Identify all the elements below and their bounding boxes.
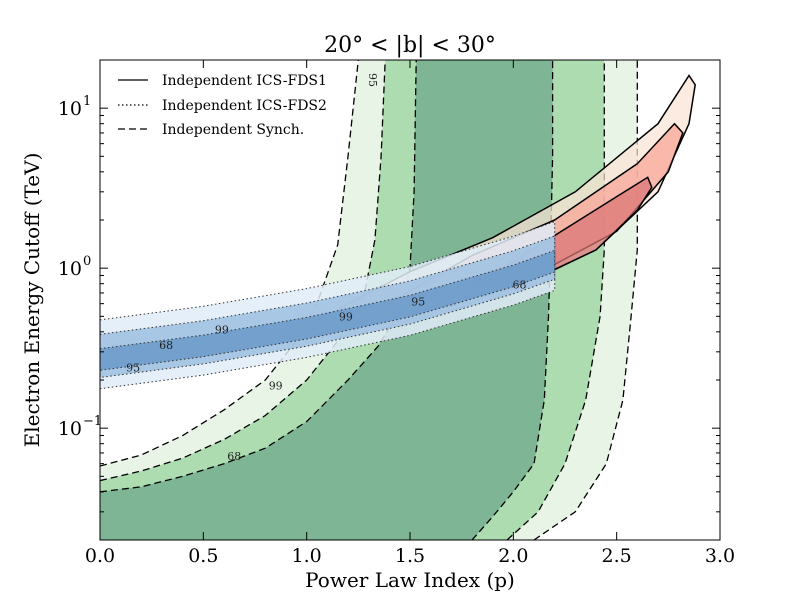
synch-label-68: 68: [227, 450, 241, 463]
synch-contour-left-68: [100, 60, 417, 493]
legend-label-fds2: Independent ICS-FDS2: [162, 98, 327, 114]
x-tick-label: 0.5: [188, 545, 218, 567]
y-tick-label: 10: [58, 258, 82, 280]
synch-label-99: 99: [269, 379, 283, 392]
contour-labels: 99 68 95 95 68 99 99 68 95: [126, 73, 526, 463]
fds2-label-99-upper: 99: [339, 310, 353, 323]
x-tick-label: 1.5: [395, 545, 425, 567]
x-tick-label: 3.0: [705, 545, 735, 567]
synch-label-95: 95: [366, 73, 379, 87]
fds1-label-68: 68: [513, 279, 527, 292]
legend: Independent ICS-FDS1 Independent ICS-FDS…: [118, 73, 327, 138]
y-tick-exponent: 0: [83, 254, 91, 269]
y-axis-label: Electron Energy Cutoff (TeV): [20, 153, 44, 448]
x-tick-label: 2.0: [498, 545, 528, 567]
fds2-label-99: 99: [215, 323, 229, 336]
y-tick-label: 10: [58, 418, 82, 440]
y-tick-exponent: −1: [83, 414, 102, 429]
synch-contour-right-68: [471, 60, 554, 540]
synch-contour-left-95: [100, 60, 386, 482]
legend-label-synch: Independent Synch.: [162, 122, 304, 138]
x-axis-label: Power Law Index (p): [305, 568, 515, 592]
x-axis-ticks: 0.0 0.5 1.0 1.5 2.0 2.5 3.0: [85, 60, 735, 567]
fds1-label-95: 95: [411, 295, 425, 308]
legend-label-fds1: Independent ICS-FDS1: [162, 73, 327, 89]
synch-region-68: [100, 60, 553, 540]
y-tick-label: 10: [58, 98, 82, 120]
x-tick-label: 1.0: [292, 545, 322, 567]
ics-fds2-contours: [100, 220, 556, 390]
fds2-contour-68: [100, 249, 556, 371]
y-tick-exponent: 1: [83, 94, 91, 109]
chart-title: 20° < |b| < 30°: [324, 33, 496, 58]
fds2-label-68: 68: [159, 339, 173, 352]
x-tick-label: 2.5: [602, 545, 632, 567]
x-tick-label: 0.0: [85, 545, 115, 567]
fds2-label-95: 95: [126, 361, 140, 374]
